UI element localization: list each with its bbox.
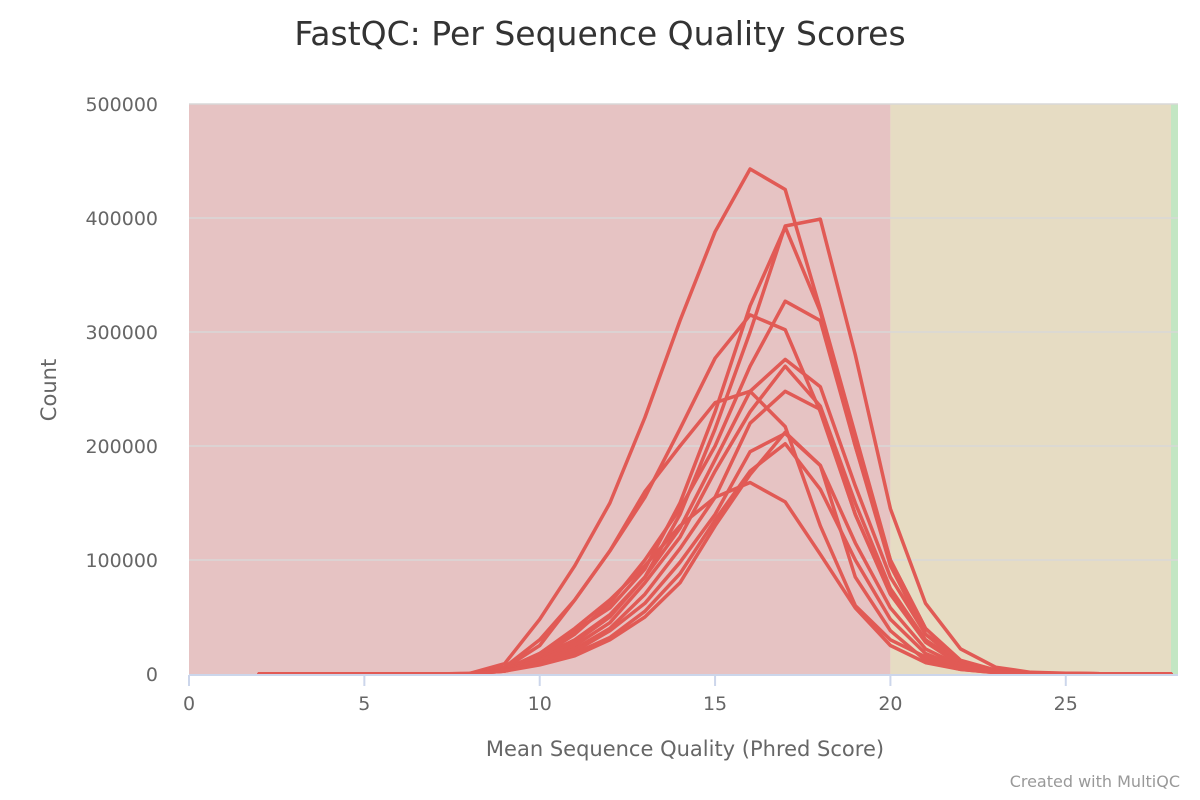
axes: 0 100000 200000 300000 400000 500000 0 5 10 15 20 2… [85,94,1178,715]
credit-link[interactable]: Created with MultiQC [1009,772,1180,791]
chart-title: FastQC: Per Sequence Quality Scores [294,14,906,53]
band-warn [890,104,1171,674]
y-tick-label: 300000 [85,322,158,344]
y-tick-label: 0 [146,664,158,686]
band-fail [189,104,891,674]
band-pass [1170,104,1178,674]
x-axis-label: Mean Sequence Quality (Phred Score) [486,737,884,761]
x-tick-label: 25 [1054,693,1078,715]
x-tick-label: 5 [358,693,370,715]
x-tick-label: 20 [878,693,902,715]
y-tick-label: 500000 [85,94,158,116]
x-tick-label: 10 [528,693,552,715]
x-tick-label: 15 [703,693,727,715]
x-tick-label: 0 [183,693,195,715]
y-tick-label: 100000 [85,550,158,572]
y-tick-label: 400000 [85,208,158,230]
quality-bands [189,104,1178,674]
y-axis-label: Count [37,359,61,421]
y-tick-label: 200000 [85,436,158,458]
